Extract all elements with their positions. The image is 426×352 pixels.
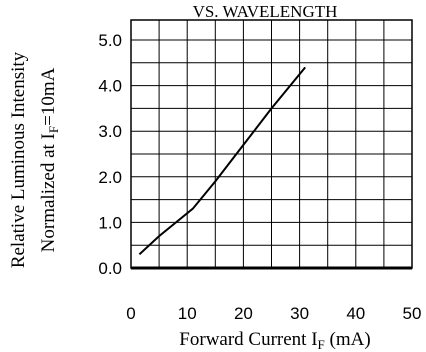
y-axis-label-line2: Normalized at IF=10mA (38, 67, 61, 252)
x-tick-label: 10 (178, 304, 197, 323)
x-tick-label: 30 (290, 304, 309, 323)
y-tick-label: 1.0 (98, 213, 122, 232)
x-tick-label: 40 (346, 304, 365, 323)
x-tick-labels: 0 10 20 30 40 50 (126, 304, 421, 323)
series-layer (138, 66, 306, 256)
y-tick-label: 3.0 (98, 122, 122, 141)
y-tick-labels: 0.0 1.0 2.0 3.0 4.0 5.0 (98, 31, 122, 278)
axis-frame (130, 19, 413, 270)
x-axis-label-main: Forward Current I (179, 329, 317, 350)
series-line-0 (138, 66, 306, 256)
x-axis-label-unit: (mA) (325, 329, 371, 350)
x-tick-label: 50 (403, 304, 422, 323)
chart-title: VS. WAVELENGTH (193, 2, 338, 21)
y-tick-label: 5.0 (98, 31, 122, 50)
y-tick-label: 4.0 (98, 77, 122, 96)
x-axis-label: Forward Current IF (mA) (179, 329, 370, 352)
y-axis-label-line2-tail: =10mA (38, 67, 59, 125)
x-tick-label: 0 (126, 304, 135, 323)
y-tick-label: 2.0 (98, 168, 122, 187)
x-axis-label-subscript: F (318, 337, 325, 352)
y-axis-label-line1: Relative Luminous Intensity (8, 51, 29, 268)
y-axis-label-line2-main: Normalized at I (38, 133, 59, 252)
y-tick-label: 0.0 (98, 259, 122, 278)
x-tick-label: 20 (234, 304, 253, 323)
y-axis-label-line2-subscript: F (46, 126, 61, 133)
grid (131, 20, 412, 268)
